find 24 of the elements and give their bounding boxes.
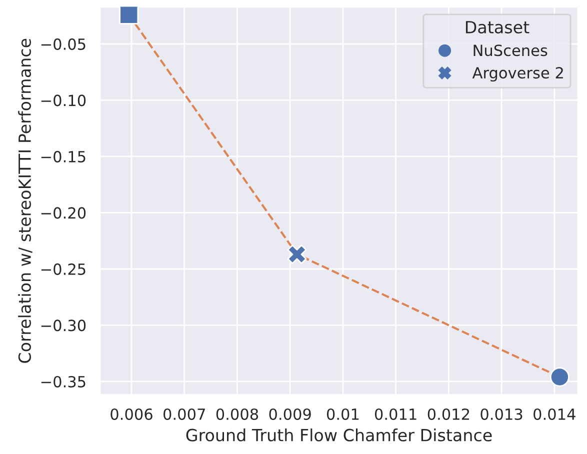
y-tick-label: −0.30 — [41, 320, 86, 332]
x-tick-label: 0.014 — [534, 408, 576, 420]
y-axis-title: Correlation w/ stereoKITTI Performance — [18, 38, 32, 363]
y-tick-label: −0.05 — [41, 38, 86, 50]
x-tick-label: 0.011 — [374, 408, 416, 420]
x-tick-label: 0.01 — [326, 408, 359, 420]
legend-label: NuScenes — [474, 44, 548, 56]
y-tick-label: −0.25 — [41, 263, 86, 275]
y-tick-label: −0.10 — [41, 94, 86, 106]
legend-label: Argoverse 2 — [472, 67, 563, 82]
x-tick-label: 0.013 — [480, 408, 522, 420]
legend-title: Dataset — [466, 21, 530, 34]
point — [119, 6, 139, 24]
y-tick-label: −0.20 — [41, 207, 86, 219]
x-axis-title: Ground Truth Flow Chamfer Distance — [186, 428, 492, 442]
y-tick-label: −0.15 — [41, 150, 86, 162]
point — [287, 244, 307, 264]
x-tick-label: 0.009 — [269, 408, 311, 420]
x-tick-label: 0.007 — [164, 408, 205, 420]
x-tick-label: 0.006 — [110, 408, 152, 420]
x-tick-label: 0.008 — [216, 408, 258, 420]
point — [550, 367, 570, 387]
y-tick-label: −0.35 — [41, 376, 86, 388]
x-tick-label: 0.012 — [428, 408, 470, 420]
